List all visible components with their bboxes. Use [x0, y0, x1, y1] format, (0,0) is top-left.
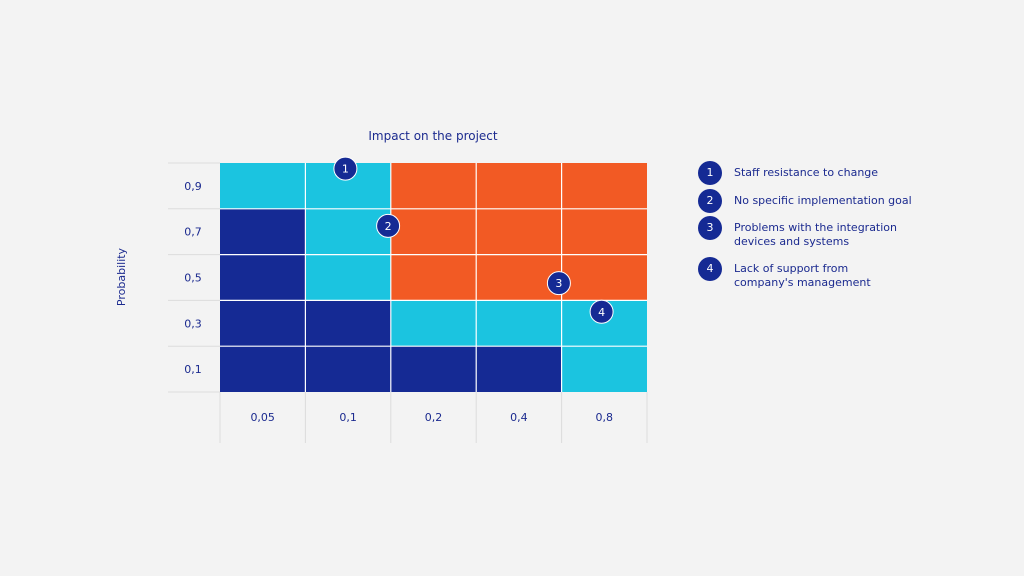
legend-badge-3: 3	[698, 216, 722, 240]
legend-badge-2: 2	[698, 189, 722, 213]
legend-text-1: Staff resistance to change	[734, 166, 879, 179]
risk-legend: 1 Staff resistance to change 2 No specif…	[698, 161, 998, 290]
risk-markers: 1 2 3 4	[333, 156, 614, 324]
matrix-cell	[561, 163, 647, 209]
matrix-cell	[476, 208, 562, 255]
risk-marker-4: 4	[589, 299, 614, 324]
matrix-cell	[390, 300, 477, 347]
grid-lines	[168, 162, 648, 443]
risk-marker-circle	[546, 271, 571, 296]
risk-marker-circle	[333, 156, 358, 181]
matrix-cell	[561, 254, 647, 301]
y-tick-label: 0,5	[184, 272, 202, 285]
risk-marker-label: 3	[555, 277, 562, 290]
matrix-cell	[305, 300, 391, 347]
legend-badge-4: 4	[698, 257, 722, 281]
matrix-cells	[220, 163, 647, 392]
x-tick-label: 0,05	[250, 411, 275, 424]
matrix-cell	[390, 163, 477, 209]
x-tick-label: 0,2	[425, 411, 443, 424]
legend-item-4: 4 Lack of support from company's managem…	[698, 257, 998, 290]
matrix-cell	[476, 163, 562, 209]
matrix-cell	[220, 300, 306, 347]
matrix-cell	[390, 208, 477, 255]
x-tick-label: 0,1	[339, 411, 357, 424]
matrix-cell	[305, 346, 391, 392]
risk-marker-1: 1	[333, 156, 358, 181]
x-tick-labels: 0,05 0,1 0,2 0,4 0,8	[250, 411, 613, 424]
risk-marker-label: 2	[385, 220, 392, 233]
y-tick-label: 0,3	[184, 317, 202, 330]
matrix-cell	[220, 208, 306, 255]
legend-text-3: Problems with the integration devices an…	[734, 221, 898, 248]
risk-marker-label: 4	[598, 306, 605, 319]
legend-text-2: No specific implementation goal	[734, 194, 912, 207]
legend-badge-1: 1	[698, 161, 722, 185]
matrix-cell	[561, 208, 647, 255]
legend-item-3: 3 Problems with the integration devices …	[698, 216, 998, 257]
matrix-cell	[476, 300, 562, 347]
x-tick-label: 0,8	[596, 411, 614, 424]
risk-marker-circle	[376, 213, 401, 238]
matrix-cell	[305, 254, 391, 301]
y-tick-labels: 0,9 0,7 0,5 0,3 0,1	[184, 180, 202, 376]
matrix-cell	[390, 254, 477, 301]
cell-borders	[220, 163, 647, 392]
y-tick-label: 0,1	[184, 363, 202, 376]
legend-item-2: 2 No specific implementation goal	[698, 189, 998, 216]
risk-marker-label: 1	[342, 163, 349, 176]
legend-item-1: 1 Staff resistance to change	[698, 161, 998, 189]
legend-text-4: Lack of support from company's managemen…	[734, 262, 871, 289]
matrix-cell	[220, 346, 306, 392]
matrix-cell	[390, 346, 477, 392]
matrix-cell	[220, 254, 306, 301]
x-tick-label: 0,4	[510, 411, 528, 424]
y-axis-label: Probability	[115, 247, 128, 306]
risk-marker-3: 3	[546, 271, 571, 296]
risk-marker-circle	[589, 299, 614, 324]
matrix-cell	[476, 346, 562, 392]
matrix-cell	[305, 208, 391, 255]
y-tick-label: 0,9	[184, 180, 202, 193]
chart-title: Impact on the project	[368, 129, 498, 143]
matrix-cell	[476, 254, 562, 301]
matrix-cell	[561, 346, 647, 392]
matrix-cell	[220, 163, 306, 209]
y-tick-label: 0,7	[184, 226, 202, 239]
risk-marker-2: 2	[376, 213, 401, 238]
